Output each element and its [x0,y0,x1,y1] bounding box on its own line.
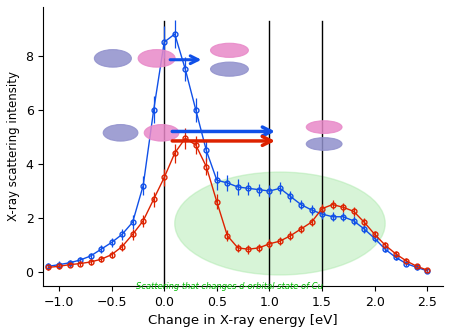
Ellipse shape [306,138,342,150]
Ellipse shape [175,172,385,275]
Ellipse shape [144,125,179,141]
X-axis label: Change in X-ray energy [eV]: Change in X-ray energy [eV] [148,314,338,327]
Ellipse shape [211,62,248,76]
Y-axis label: X-ray scattering intensity: X-ray scattering intensity [7,71,20,221]
Ellipse shape [306,121,342,133]
Ellipse shape [103,125,138,141]
Ellipse shape [211,43,248,57]
Ellipse shape [138,50,175,67]
Ellipse shape [94,50,131,67]
Text: Scattering that changes d-orbital state of Cu: Scattering that changes d-orbital state … [136,282,323,291]
